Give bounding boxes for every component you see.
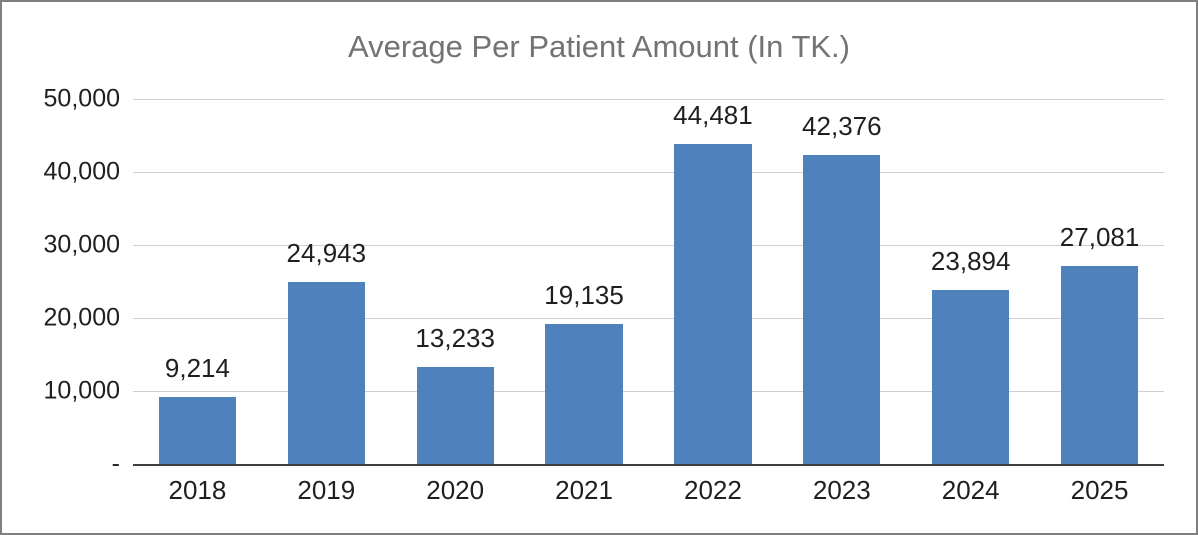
bar-value-label: 44,481	[673, 100, 753, 130]
y-axis-tick-label: -	[111, 449, 120, 478]
bar-column: 42,376	[777, 99, 906, 464]
bar-series: 9,214 24,943 13,233 19,135 44,481 42,376 23,89…	[133, 99, 1164, 464]
y-axis-tick-label: 20,000	[43, 303, 120, 332]
y-axis-tick-label: 50,000	[43, 84, 120, 113]
bar	[803, 154, 881, 464]
bar	[158, 396, 237, 464]
x-axis-tick-label: 2022	[684, 475, 742, 505]
plot-area: 9,214 24,943 13,233 19,135 44,481 42,376 23,89…	[133, 99, 1164, 466]
bar-column: 19,135	[520, 99, 649, 464]
bar-value-label: 24,943	[286, 237, 367, 268]
bar-column: 9,214	[133, 99, 262, 464]
bar	[674, 144, 752, 464]
x-axis-tick-label: 2019	[297, 475, 356, 505]
bar-value-label: 13,233	[415, 323, 495, 354]
bar	[287, 281, 365, 464]
bar	[1060, 266, 1139, 464]
y-axis-tick-label: 10,000	[43, 376, 120, 405]
gridline	[133, 318, 1164, 319]
gridline	[133, 172, 1164, 173]
bar-value-label: 19,135	[544, 280, 624, 311]
bar-column: 24,943	[262, 99, 391, 464]
bar-value-label: 9,214	[164, 352, 230, 383]
x-axis: 2018 2019 2020 2021 2022 2023 2024 2025	[133, 466, 1164, 506]
y-axis-tick-label: 40,000	[43, 157, 120, 186]
x-axis-tick-label: 2018	[168, 475, 227, 505]
bar-column: 27,081	[1035, 99, 1164, 464]
x-axis-tick-label: 2024	[941, 475, 1000, 505]
bar-column: 23,894	[906, 99, 1035, 464]
y-axis-tick-label: 30,000	[43, 230, 120, 259]
x-axis-tick-label: 2020	[426, 475, 485, 505]
bar	[416, 367, 494, 464]
gridline	[133, 99, 1164, 100]
bar-column: 44,481	[649, 99, 778, 464]
bar	[932, 289, 1010, 464]
plot-row: 50,000 40,000 30,000 20,000 10,000 - 9,214 24,…	[2, 85, 1196, 478]
chart-title: Average Per Patient Amount (In TK.)	[347, 29, 850, 64]
bar-column: 13,233	[391, 99, 520, 464]
bar-value-label: 23,894	[930, 245, 1011, 276]
x-axis-tick-label: 2025	[1070, 475, 1129, 505]
x-axis-tick-label: 2023	[812, 475, 871, 505]
gridline	[133, 245, 1164, 246]
y-axis: 50,000 40,000 30,000 20,000 10,000 -	[2, 85, 133, 478]
gridline	[133, 391, 1164, 392]
bar-value-label: 27,081	[1059, 222, 1140, 253]
bar-value-label: 42,376	[802, 110, 882, 141]
x-axis-tick-label: 2021	[555, 475, 613, 505]
bar	[545, 324, 623, 464]
